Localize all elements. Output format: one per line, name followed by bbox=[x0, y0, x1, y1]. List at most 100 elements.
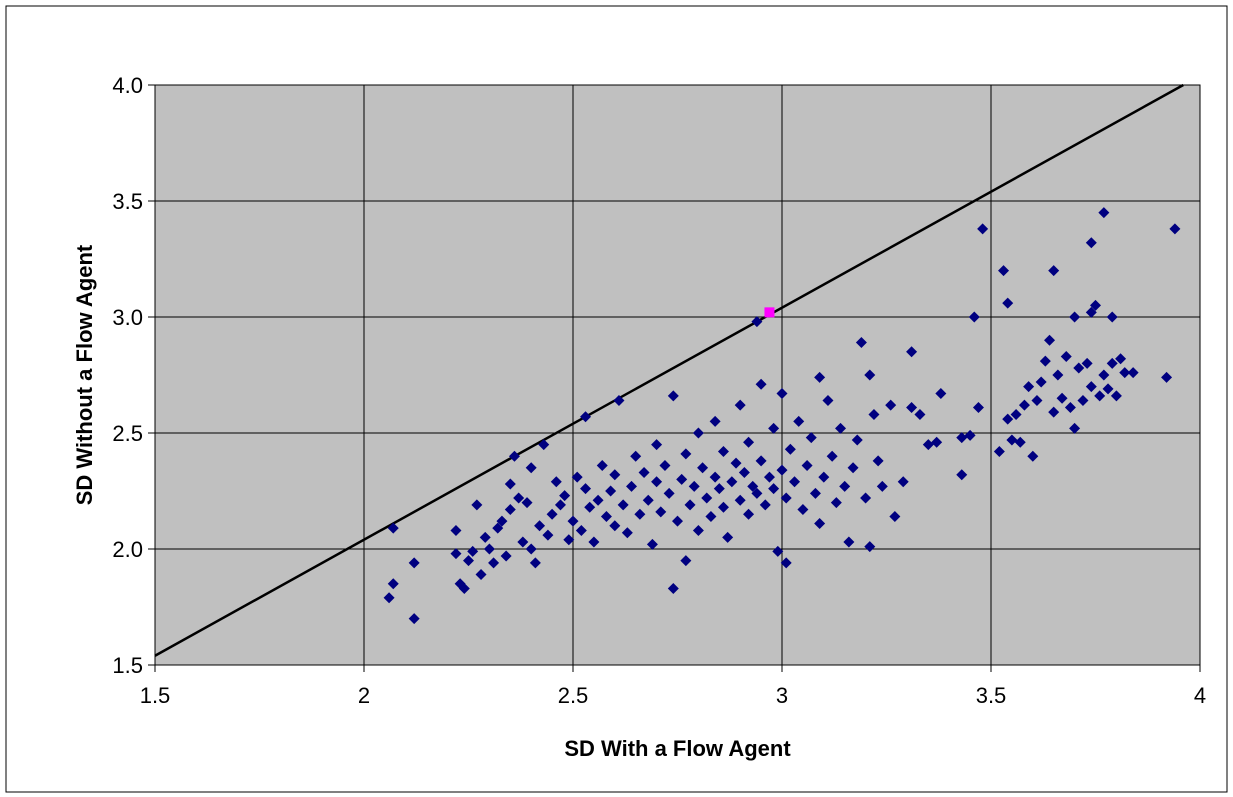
data-point bbox=[513, 492, 525, 504]
data-point bbox=[826, 450, 838, 462]
data-point bbox=[868, 408, 880, 420]
data-point bbox=[839, 480, 851, 492]
data-point bbox=[504, 504, 516, 516]
data-point bbox=[864, 541, 876, 553]
data-point bbox=[529, 557, 541, 569]
data-point bbox=[1073, 362, 1085, 374]
data-point bbox=[546, 508, 558, 520]
data-point bbox=[1106, 357, 1118, 369]
data-point bbox=[1085, 381, 1097, 393]
data-point bbox=[738, 466, 750, 478]
data-point bbox=[525, 462, 537, 474]
data-point bbox=[1018, 399, 1030, 411]
data-point bbox=[1010, 408, 1022, 420]
data-point bbox=[755, 378, 767, 390]
data-point bbox=[563, 534, 575, 546]
data-point bbox=[609, 520, 621, 532]
data-point bbox=[672, 515, 683, 527]
data-point bbox=[1048, 406, 1060, 418]
data-point bbox=[722, 531, 734, 543]
data-point bbox=[1094, 390, 1106, 402]
data-point bbox=[542, 529, 554, 541]
data-point bbox=[1106, 311, 1118, 323]
x-axis-ticks: 1.5 2 2.5 3 3.5 4 bbox=[140, 665, 1206, 708]
y-tick-label: 2.0 bbox=[112, 537, 143, 562]
data-point bbox=[768, 422, 780, 434]
data-point bbox=[751, 316, 763, 328]
data-point bbox=[1052, 369, 1064, 381]
data-point bbox=[588, 536, 600, 548]
data-point bbox=[755, 455, 767, 467]
data-point bbox=[559, 490, 571, 502]
data-point bbox=[550, 476, 562, 488]
data-point bbox=[809, 487, 821, 499]
data-point bbox=[717, 501, 729, 513]
data-point bbox=[667, 390, 679, 402]
data-point bbox=[596, 459, 608, 471]
data-point bbox=[851, 434, 863, 446]
data-point bbox=[889, 511, 901, 523]
data-point bbox=[1006, 434, 1018, 446]
data-point bbox=[613, 395, 625, 407]
data-point bbox=[1048, 265, 1060, 277]
data-point bbox=[1069, 311, 1081, 323]
data-point bbox=[655, 506, 667, 518]
data-point bbox=[383, 592, 395, 604]
data-point bbox=[977, 223, 989, 235]
data-point bbox=[605, 485, 617, 497]
data-point bbox=[822, 395, 834, 407]
data-point bbox=[1169, 223, 1181, 235]
data-point bbox=[814, 517, 826, 529]
data-point bbox=[1002, 297, 1014, 309]
data-point bbox=[1031, 395, 1043, 407]
x-tick-label: 4 bbox=[1194, 683, 1206, 708]
data-point bbox=[1027, 450, 1039, 462]
data-point bbox=[1090, 299, 1101, 311]
data-point bbox=[584, 501, 596, 513]
data-point bbox=[408, 613, 420, 625]
x-tick-label: 1.5 bbox=[140, 683, 171, 708]
data-point bbox=[713, 483, 725, 495]
data-point bbox=[1060, 350, 1072, 362]
data-point bbox=[906, 401, 918, 413]
data-point bbox=[467, 545, 479, 557]
data-point bbox=[922, 439, 934, 451]
gridlines bbox=[154, 84, 1201, 666]
data-point bbox=[914, 408, 926, 420]
data-point bbox=[475, 569, 487, 581]
data-point bbox=[1077, 395, 1089, 407]
data-point bbox=[450, 524, 462, 536]
data-point bbox=[972, 401, 984, 413]
data-point bbox=[651, 476, 663, 488]
data-point bbox=[906, 346, 918, 358]
highlight-point bbox=[764, 307, 775, 318]
data-point bbox=[776, 388, 788, 400]
data-point bbox=[500, 550, 512, 562]
data-point bbox=[801, 459, 813, 471]
data-point bbox=[471, 499, 483, 511]
data-point bbox=[450, 548, 462, 560]
data-point bbox=[1161, 371, 1173, 383]
data-point bbox=[1127, 367, 1139, 379]
data-point bbox=[768, 483, 780, 495]
data-point bbox=[726, 476, 738, 488]
data-point bbox=[1085, 237, 1097, 249]
data-point bbox=[968, 311, 980, 323]
data-point bbox=[676, 473, 688, 485]
data-point bbox=[684, 499, 696, 511]
data-point bbox=[747, 480, 759, 492]
data-point bbox=[734, 494, 746, 506]
data-point bbox=[1081, 357, 1093, 369]
x-tick-label: 3 bbox=[776, 683, 788, 708]
data-point bbox=[751, 487, 763, 499]
data-point bbox=[626, 480, 638, 492]
y-axis-title: SD Without a Flow Agent bbox=[72, 244, 97, 505]
data-point bbox=[1002, 413, 1014, 425]
data-point bbox=[663, 487, 675, 499]
data-point bbox=[847, 462, 859, 474]
data-point bbox=[956, 432, 968, 444]
x-tick-label: 2.5 bbox=[558, 683, 589, 708]
data-point bbox=[872, 455, 884, 467]
data-point bbox=[630, 450, 642, 462]
data-point bbox=[517, 536, 529, 548]
